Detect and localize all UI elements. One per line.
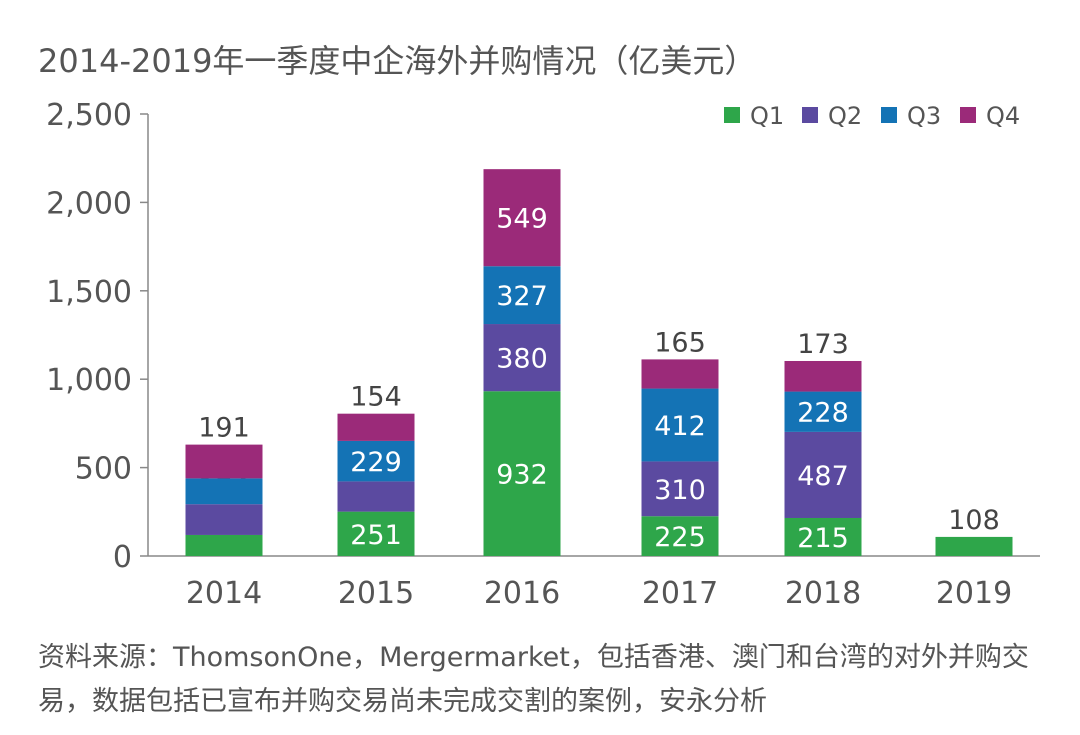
bar-segment bbox=[641, 388, 719, 462]
bar-segment bbox=[337, 481, 415, 512]
data-label: 380 bbox=[496, 344, 548, 375]
bar-segment bbox=[641, 516, 719, 556]
bar-segment bbox=[641, 461, 719, 517]
bar-segment bbox=[185, 444, 263, 479]
y-tick-label: 1,500 bbox=[46, 275, 132, 310]
stacked-bar-chart: 0 500 1,000 1,500 2,000 2,500 2014 2015 2016 2017… bbox=[46, 98, 1040, 611]
data-label: 215 bbox=[797, 523, 849, 554]
bar-segment bbox=[337, 413, 415, 441]
legend-label: Q3 bbox=[907, 102, 941, 130]
legend-swatch bbox=[881, 107, 897, 123]
bar-segment bbox=[185, 478, 263, 505]
bar-segment bbox=[185, 534, 263, 556]
bar-segment bbox=[935, 536, 1013, 556]
source-note: 资料来源：ThomsonOne，Mergermarket，包括香港、澳门和台湾的… bbox=[38, 642, 1029, 717]
y-tick-label: 2,500 bbox=[46, 98, 132, 133]
data-label: 225 bbox=[654, 522, 706, 553]
bar-segment bbox=[641, 359, 719, 389]
y-tick-label: 0 bbox=[113, 540, 132, 575]
data-label: 251 bbox=[350, 520, 402, 551]
bar-segment bbox=[337, 511, 415, 556]
bar-segment bbox=[784, 360, 862, 392]
x-tick-label: 2015 bbox=[338, 576, 414, 611]
axes: 0 500 1,000 1,500 2,000 2,500 2014 2015 2016 2017… bbox=[46, 98, 1040, 611]
legend-swatch bbox=[802, 107, 818, 123]
legend-label: Q4 bbox=[986, 102, 1020, 130]
data-label: 932 bbox=[496, 460, 548, 491]
data-label: 412 bbox=[654, 411, 706, 442]
data-label: 487 bbox=[797, 461, 849, 492]
legend-label: Q1 bbox=[750, 102, 784, 130]
chart-title: 2014-2019年一季度中企海外并购情况（亿美元） bbox=[38, 42, 757, 80]
bar-segment bbox=[784, 431, 862, 518]
y-tick-label: 500 bbox=[75, 452, 132, 487]
data-label: 310 bbox=[654, 475, 706, 506]
x-tick-label: 2018 bbox=[785, 576, 861, 611]
x-tick-label: 2014 bbox=[186, 576, 262, 611]
x-tick-label: 2017 bbox=[642, 576, 718, 611]
data-label: 327 bbox=[496, 281, 548, 312]
legend-label: Q2 bbox=[828, 102, 862, 130]
data-label: 549 bbox=[496, 204, 548, 235]
bars: 1191741461912511712291549323803275492253… bbox=[185, 169, 1013, 556]
legend-swatch bbox=[960, 107, 976, 123]
data-label: 108 bbox=[948, 505, 1000, 536]
legend: Q1 Q2 Q3 Q4 bbox=[724, 102, 1020, 130]
data-label: 191 bbox=[198, 413, 250, 444]
legend-swatch bbox=[724, 107, 740, 123]
x-tick-label: 2019 bbox=[936, 576, 1012, 611]
data-label: 229 bbox=[350, 447, 402, 478]
bar-segment bbox=[337, 440, 415, 482]
y-tick-label: 2,000 bbox=[46, 186, 132, 221]
bar-segment bbox=[784, 517, 862, 556]
data-label: 228 bbox=[797, 398, 849, 429]
x-tick-label: 2016 bbox=[484, 576, 560, 611]
bar-segment bbox=[185, 504, 263, 535]
bar-segment bbox=[483, 324, 561, 392]
data-label: 165 bbox=[654, 327, 706, 358]
bar-segment bbox=[784, 391, 862, 432]
bar-segment bbox=[483, 266, 561, 325]
bar-segment bbox=[483, 169, 561, 267]
data-label: 173 bbox=[797, 329, 849, 360]
data-label: 154 bbox=[350, 382, 402, 413]
bar-segment bbox=[483, 391, 561, 556]
y-tick-label: 1,000 bbox=[46, 363, 132, 398]
